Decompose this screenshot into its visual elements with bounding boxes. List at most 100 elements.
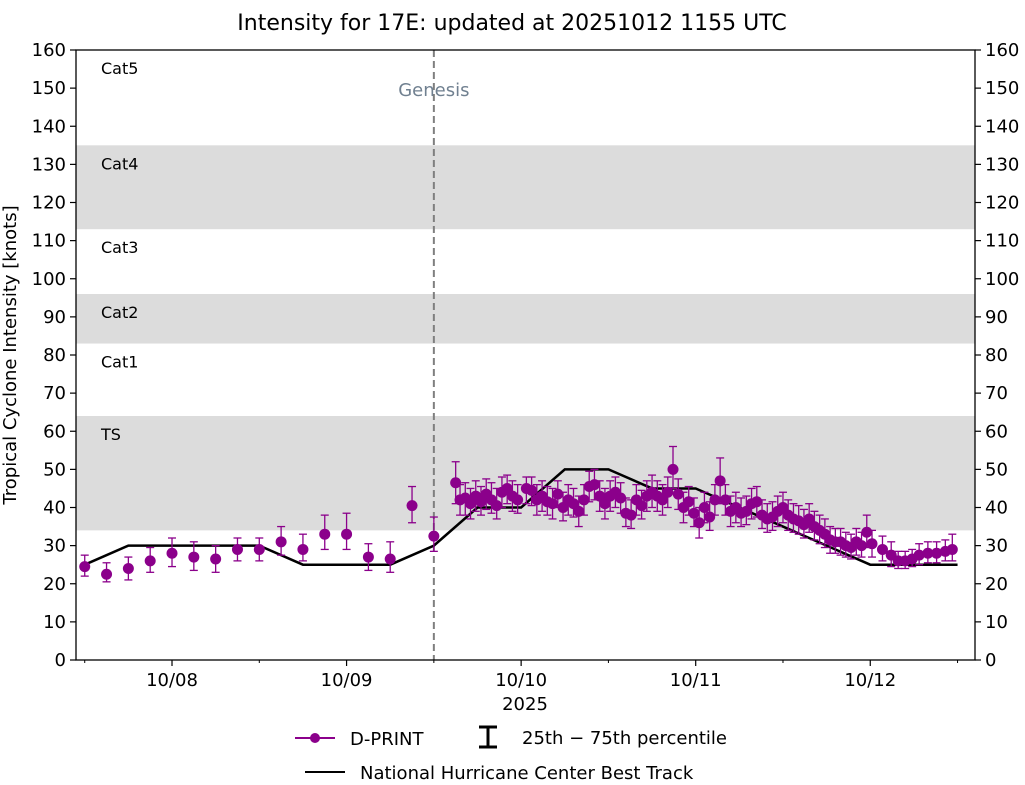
y-tick-label-right: 10 xyxy=(985,612,1008,633)
band-label-cat4: Cat4 xyxy=(101,154,138,173)
x-tick-label: 10/09 xyxy=(321,670,373,691)
axes: 0 0 10 10 20 20 30 30 40 40 50 50 60 60 70 70 80 80 90 90 10… xyxy=(32,40,1020,691)
y-tick-label-left: 90 xyxy=(43,307,66,328)
band-cat2 xyxy=(76,294,975,344)
y-tick-label-right: 120 xyxy=(985,193,1019,214)
legend-best-track-label: National Hurricane Center Best Track xyxy=(360,763,694,784)
band-cat4 xyxy=(76,145,975,230)
dprint-marker xyxy=(297,543,309,555)
dprint-marker xyxy=(636,500,648,512)
y-tick-label-right: 90 xyxy=(985,307,1008,328)
dprint-marker xyxy=(406,500,418,512)
dprint-marker xyxy=(866,538,878,550)
dprint-marker xyxy=(688,507,700,519)
dprint-point xyxy=(913,543,925,566)
dprint-point xyxy=(362,543,374,572)
dprint-marker xyxy=(683,496,695,508)
category-bands xyxy=(76,145,975,531)
band-label-ts: TS xyxy=(100,425,121,444)
dprint-point xyxy=(725,495,737,528)
y-tick-label-left: 70 xyxy=(43,383,66,404)
y-tick-label-left: 160 xyxy=(32,40,66,61)
dprint-marker xyxy=(122,563,134,574)
dprint-marker xyxy=(667,463,679,475)
y-tick-label-left: 60 xyxy=(43,421,66,442)
y-tick-label-left: 110 xyxy=(32,231,66,252)
dprint-point xyxy=(384,541,396,573)
legend-dprint-marker xyxy=(310,733,320,743)
y-tick-label-right: 100 xyxy=(985,269,1019,290)
y-tick-label-right: 140 xyxy=(985,116,1019,137)
dprint-marker xyxy=(166,547,178,559)
genesis-marker: Genesis xyxy=(398,50,469,660)
dprint-point xyxy=(939,539,951,562)
y-tick-label-left: 150 xyxy=(32,78,66,99)
dprint-point xyxy=(319,514,331,551)
band-label-cat1: Cat1 xyxy=(101,353,138,372)
y-tick-label-left: 20 xyxy=(43,574,66,595)
dprint-point xyxy=(856,531,868,558)
legend-percentile-text: 25th − 75th percentile xyxy=(522,728,727,749)
dprint-point xyxy=(876,535,888,562)
y-tick-label-right: 50 xyxy=(985,459,1008,480)
dprint-marker xyxy=(362,551,374,563)
dprint-marker xyxy=(709,494,721,506)
dprint-point xyxy=(662,476,674,509)
dprint-marker xyxy=(341,528,353,540)
dprint-marker xyxy=(450,477,462,489)
dprint-point xyxy=(667,445,679,490)
y-tick-label-right: 160 xyxy=(985,40,1019,61)
y-tick-label-right: 80 xyxy=(985,345,1008,366)
dprint-marker xyxy=(428,530,440,542)
y-tick-label-right: 150 xyxy=(985,78,1019,99)
dprint-marker xyxy=(319,528,331,540)
dprint-marker xyxy=(588,479,600,491)
y-tick-label-right: 110 xyxy=(985,231,1019,252)
dprint-marker xyxy=(275,536,287,548)
dprint-marker xyxy=(231,543,243,555)
dprint-point xyxy=(651,480,663,512)
dprint-marker xyxy=(861,526,873,538)
band-ts xyxy=(76,416,975,531)
dprint-marker xyxy=(253,543,265,555)
chart-title: Intensity for 17E: updated at 20251012 1… xyxy=(237,11,786,36)
dprint-point xyxy=(931,541,943,564)
dprint-marker xyxy=(101,568,113,580)
dprint-point xyxy=(122,556,134,581)
dprint-marker xyxy=(547,498,559,510)
y-tick-label-right: 70 xyxy=(985,383,1008,404)
y-tick-label-left: 120 xyxy=(32,193,66,214)
dprint-marker xyxy=(922,547,934,559)
dprint-point xyxy=(406,485,418,524)
y-tick-label-left: 0 xyxy=(55,650,66,671)
dprint-point xyxy=(231,537,243,562)
dprint-marker xyxy=(573,505,585,517)
x-tick-label: 10/12 xyxy=(844,670,896,691)
dprint-marker xyxy=(876,543,888,555)
dprint-marker xyxy=(526,484,538,496)
x-tick-label: 10/10 xyxy=(495,670,547,691)
y-tick-label-left: 50 xyxy=(43,459,66,480)
dprint-point xyxy=(683,485,695,516)
y-tick-label-left: 130 xyxy=(32,154,66,175)
y-tick-label-left: 140 xyxy=(32,116,66,137)
dprint-marker xyxy=(913,549,925,561)
dprint-marker xyxy=(672,488,684,500)
dprint-marker xyxy=(625,509,637,521)
x-tick-label: 10/08 xyxy=(146,670,198,691)
dprint-point xyxy=(698,491,710,524)
dprint-point xyxy=(552,480,564,509)
dprint-point xyxy=(946,533,958,562)
dprint-point xyxy=(210,544,222,573)
legend-dprint-label: D-PRINT xyxy=(350,729,424,750)
dprint-point xyxy=(609,476,621,509)
genesis-label: Genesis xyxy=(398,80,469,101)
plot-frame xyxy=(75,49,976,661)
dprint-point xyxy=(526,476,538,507)
dprint-point xyxy=(253,537,265,562)
dprint-point xyxy=(341,512,353,551)
dprint-marker xyxy=(698,502,710,513)
dprint-marker xyxy=(552,488,564,500)
y-tick-label-left: 100 xyxy=(32,269,66,290)
